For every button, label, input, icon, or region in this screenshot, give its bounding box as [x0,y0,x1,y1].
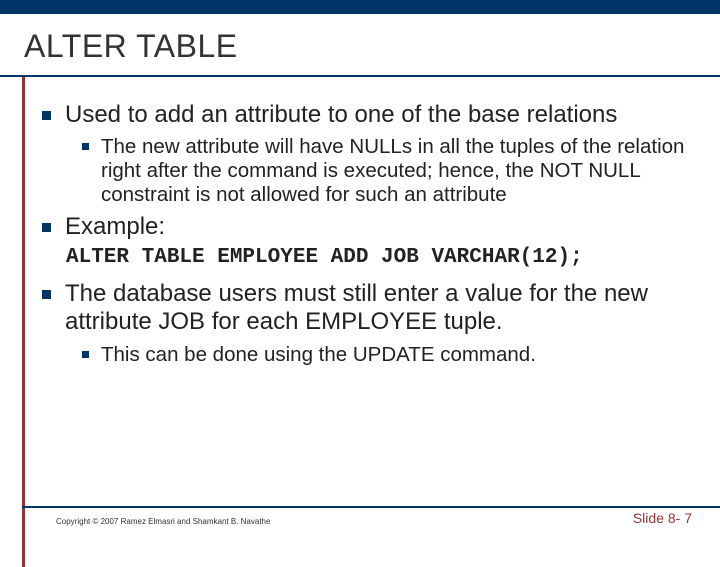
left-accent-border [22,77,25,567]
bullet-item: The new attribute will have NULLs in all… [82,135,692,206]
bullet-item: Used to add an attribute to one of the b… [42,101,692,129]
bullet-text: The new attribute will have NULLs in all… [101,135,692,206]
bullet-text: Used to add an attribute to one of the b… [65,101,617,129]
code-example: ALTER TABLE EMPLOYEE ADD JOB VARCHAR(12)… [66,245,692,270]
square-bullet-icon [42,290,51,299]
bullet-item: This can be done using the UPDATE comman… [82,343,692,367]
footer: Copyright © 2007 Ramez Elmasri and Shamk… [0,510,720,526]
bullet-item: The database users must still enter a va… [42,280,692,337]
bullet-text: Example: [65,213,165,241]
square-bullet-icon [82,351,89,358]
square-bullet-icon [42,223,51,232]
bullet-text: This can be done using the UPDATE comman… [101,343,536,367]
slide-title: ALTER TABLE [0,14,720,75]
bullet-text: The database users must still enter a va… [65,280,692,337]
top-accent-bar [0,0,720,14]
slide-number: Slide 8- 7 [633,510,692,526]
bullet-item: Example: [42,213,692,241]
square-bullet-icon [42,111,51,120]
copyright-text: Copyright © 2007 Ramez Elmasri and Shamk… [56,517,270,526]
content-area: Used to add an attribute to one of the b… [0,77,720,367]
square-bullet-icon [82,143,89,150]
footer-divider [22,506,720,508]
